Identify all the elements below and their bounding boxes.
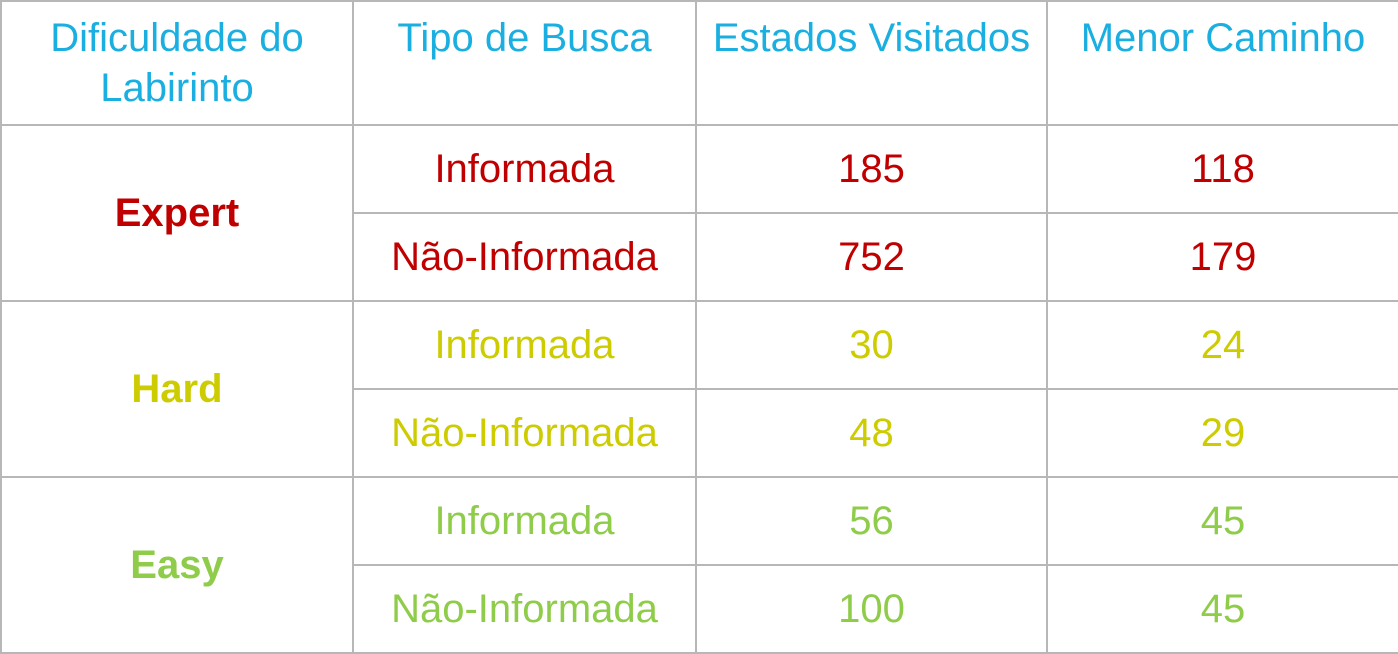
shortest-path-cell: 179 xyxy=(1046,212,1398,302)
table-row: Não-Informada 752 179 xyxy=(1,212,1398,302)
search-type-cell: Não-Informada xyxy=(352,564,697,654)
visited-states-cell: 48 xyxy=(695,388,1048,478)
difficulty-cell-hard: Hard xyxy=(0,300,354,478)
search-type-cell: Não-Informada xyxy=(352,388,697,478)
search-type-cell: Informada xyxy=(352,476,697,566)
shortest-path-cell: 118 xyxy=(1046,124,1398,214)
visited-states-cell: 56 xyxy=(695,476,1048,566)
visited-states-cell: 185 xyxy=(695,124,1048,214)
header-difficulty: Dificuldade do Labirinto xyxy=(0,0,354,126)
header-row: Dificuldade do Labirinto Tipo de Busca E… xyxy=(0,0,1398,126)
header-search-type: Tipo de Busca xyxy=(352,0,697,126)
shortest-path-cell: 45 xyxy=(1046,564,1398,654)
visited-states-cell: 752 xyxy=(695,212,1048,302)
search-type-cell: Informada xyxy=(352,124,697,214)
shortest-path-cell: 29 xyxy=(1046,388,1398,478)
search-type-cell: Não-Informada xyxy=(352,212,697,302)
header-shortest-path: Menor Caminho xyxy=(1046,0,1398,126)
visited-states-cell: 30 xyxy=(695,300,1048,390)
header-visited-states: Estados Visitados xyxy=(695,0,1048,126)
search-type-cell: Informada xyxy=(352,300,697,390)
visited-states-cell: 100 xyxy=(695,564,1048,654)
shortest-path-cell: 45 xyxy=(1046,476,1398,566)
difficulty-cell-expert: Expert xyxy=(0,124,354,302)
shortest-path-cell: 24 xyxy=(1046,300,1398,390)
table-row: Hard Informada 30 24 xyxy=(0,300,1398,478)
table-row: Expert Informada 185 118 xyxy=(0,124,1398,302)
difficulty-cell-easy: Easy xyxy=(0,476,354,654)
table-row: Easy Informada 56 45 xyxy=(0,476,1398,654)
table-row: Não-Informada 48 29 xyxy=(1,388,1398,478)
